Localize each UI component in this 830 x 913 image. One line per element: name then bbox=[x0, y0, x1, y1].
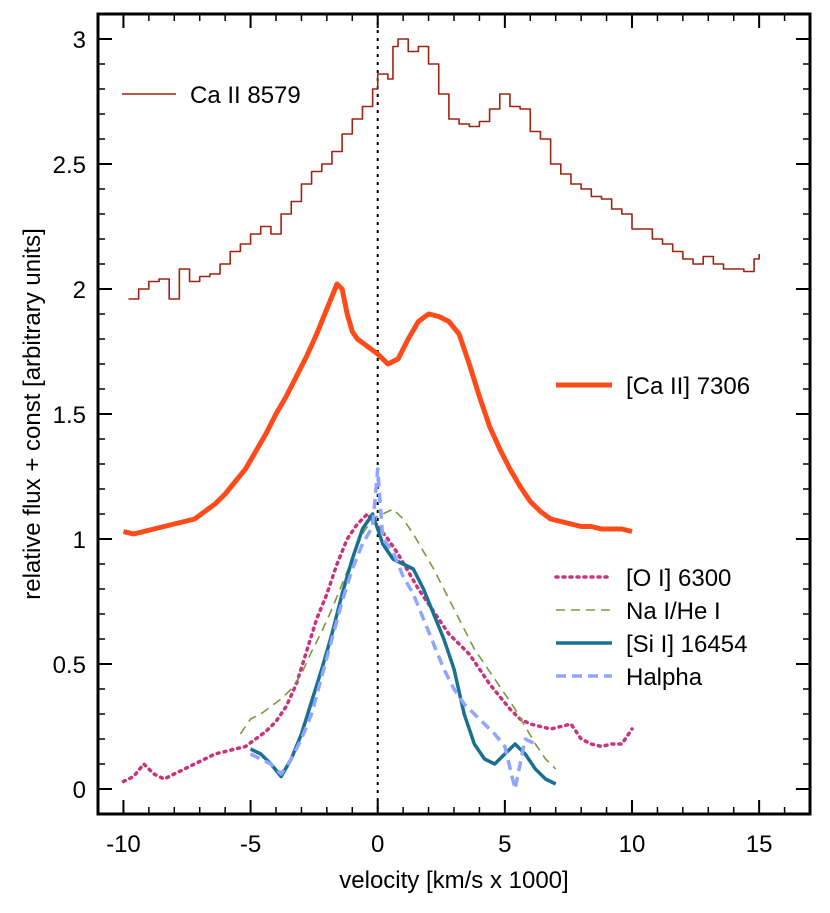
y-tick-label: 1 bbox=[73, 527, 86, 554]
x-tick-label: 0 bbox=[371, 831, 384, 858]
legend: Ca II 8579 [Ca II] 7306 [O I] 6300 Na I/He … bbox=[122, 82, 750, 691]
legend-label-5: Halpha bbox=[626, 664, 703, 691]
y-tick-label: 0.5 bbox=[53, 652, 86, 679]
x-tick-label: 15 bbox=[746, 831, 773, 858]
legend-label-3: Na I/He I bbox=[626, 598, 721, 625]
legend-label-0: Ca II 8579 bbox=[190, 82, 301, 109]
x-tick-label: 5 bbox=[498, 831, 511, 858]
x-tick-label: -5 bbox=[240, 831, 261, 858]
y-tick-label: 1.5 bbox=[53, 402, 86, 429]
y-axis-title: relative flux + const [arbitrary units] bbox=[19, 228, 46, 599]
series-line-3 bbox=[239, 508, 557, 770]
x-tick-label: 10 bbox=[619, 831, 646, 858]
x-axis-title: velocity [km/s x 1000] bbox=[339, 867, 568, 894]
legend-label-4: [Si I] 16454 bbox=[626, 631, 747, 658]
plot-frame bbox=[96, 12, 812, 816]
axis-ticks bbox=[97, 13, 811, 814]
plot-frame-group bbox=[96, 12, 812, 816]
series-line-5 bbox=[249, 467, 537, 791]
series-line-0 bbox=[128, 38, 760, 300]
y-tick-label: 0 bbox=[73, 777, 86, 804]
legend-label-2: [O I] 6300 bbox=[626, 565, 731, 592]
series-layer bbox=[121, 38, 760, 791]
y-tick-label: 2.5 bbox=[53, 152, 86, 179]
series-line-4 bbox=[249, 512, 557, 786]
x-tick-label: -10 bbox=[106, 831, 141, 858]
y-tick-label: 3 bbox=[73, 27, 86, 54]
legend-label-1: [Ca II] 7306 bbox=[626, 373, 750, 400]
y-tick-label: 2 bbox=[73, 277, 86, 304]
axis-tick-labels: -10 -5 0 5 10 15 0 0.5 1 1.5 2 2.5 3 bbox=[53, 27, 773, 858]
series-line-1 bbox=[122, 281, 633, 537]
